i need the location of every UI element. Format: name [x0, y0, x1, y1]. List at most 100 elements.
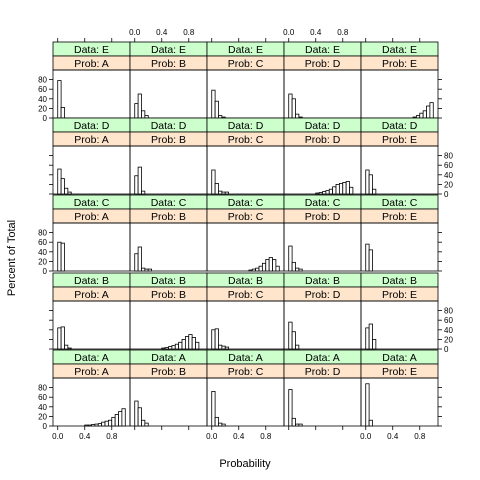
panel: Data: C Prob: C	[206, 194, 285, 272]
panel: Data: E Prob: D	[283, 41, 362, 119]
histogram-bar	[214, 183, 219, 195]
histogram-bar	[221, 345, 226, 350]
histogram-bar	[111, 416, 116, 427]
histogram-bar	[141, 419, 146, 427]
histogram-bar	[144, 268, 149, 272]
histogram-bar	[184, 336, 190, 350]
y-tick-label: 60	[38, 85, 47, 94]
histogram-bar	[134, 175, 139, 195]
x-tick-label: 0.0	[360, 432, 372, 441]
data-strip-label: Data: D	[382, 120, 418, 132]
histogram-bar	[221, 423, 226, 427]
histogram-bar	[118, 411, 123, 427]
prob-strip-label: Prob: C	[228, 58, 264, 70]
histogram-bar	[325, 190, 330, 195]
histogram-bar	[67, 347, 72, 350]
x-tick-label: 0.4	[79, 432, 91, 441]
panel: Data: D Prob: B	[129, 117, 208, 195]
histogram-bar	[191, 337, 196, 350]
histogram-bar	[171, 345, 176, 350]
y-tick-label: 20	[38, 104, 47, 113]
histogram-bar	[211, 329, 216, 350]
histogram-bar	[275, 265, 280, 272]
histogram-bar	[178, 341, 183, 350]
data-strip-label: Data: E	[74, 44, 109, 56]
histogram-bar	[141, 190, 146, 195]
histogram-bar	[295, 113, 300, 119]
data-strip-label: Data: A	[305, 352, 339, 364]
y-tick-label: 20	[38, 257, 47, 266]
histogram-bar	[60, 242, 65, 272]
histogram-bar	[137, 93, 142, 119]
histogram-bar	[429, 102, 434, 119]
prob-strip-label: Prob: A	[74, 134, 108, 146]
y-tick-label: 80	[38, 384, 47, 393]
histogram-bar	[94, 423, 99, 427]
prob-strip-label: Prob: E	[382, 211, 417, 223]
prob-strip-label: Prob: B	[151, 211, 186, 223]
panel: Data: D Prob: D	[283, 117, 362, 195]
histogram-bar	[291, 417, 296, 427]
histogram-bar	[288, 93, 293, 119]
prob-strip-label: Prob: B	[151, 134, 186, 146]
x-tick-label: 0.0	[52, 432, 64, 441]
histogram-bar	[291, 261, 296, 272]
histogram-bar	[342, 182, 347, 195]
y-tick-label: 60	[444, 161, 453, 170]
histogram-bar	[221, 191, 226, 195]
histogram-bar	[211, 169, 216, 195]
histogram-bar	[141, 110, 146, 119]
prob-strip-label: Prob: E	[382, 366, 417, 378]
histogram-bar	[224, 191, 230, 195]
histogram-bar	[84, 424, 89, 427]
histogram-bar	[258, 265, 263, 272]
histogram-bar	[368, 323, 373, 350]
histogram-bar	[328, 188, 334, 195]
y-tick-label: 60	[444, 316, 453, 325]
y-tick-label: 20	[38, 412, 47, 421]
x-tick-label: 0.4	[233, 432, 245, 441]
x-tick-label: 0.4	[387, 432, 399, 441]
x-tick-label: 0.4	[156, 28, 168, 37]
data-strip-label: Data: D	[74, 120, 110, 132]
histogram-bar	[134, 103, 139, 119]
histogram-bar	[268, 257, 273, 272]
x-tick-label: 0.0	[283, 28, 295, 37]
histogram-bar	[218, 344, 223, 350]
histogram-bar	[91, 424, 96, 427]
y-tick-label: 0	[43, 267, 48, 276]
x-tick-label: 0.8	[337, 28, 349, 37]
histogram-bar	[137, 407, 142, 427]
panel: Data: A Prob: B	[129, 349, 208, 427]
histogram-bar	[137, 246, 142, 272]
panel: Data: D Prob: C	[206, 117, 285, 195]
histogram-bar	[295, 267, 300, 272]
panel: Data: C Prob: B	[129, 194, 208, 272]
y-tick-label: 0	[444, 190, 449, 199]
histogram-bar	[60, 178, 65, 195]
x-tick-label: 0.8	[106, 432, 118, 441]
x-tick-label: 0.8	[414, 432, 426, 441]
y-tick-label: 0	[43, 422, 48, 431]
y-tick-label: 80	[38, 229, 47, 238]
histogram-bar	[295, 344, 300, 350]
histogram-bar	[426, 105, 431, 119]
histogram-bar	[365, 243, 370, 272]
histogram-bar	[64, 344, 69, 350]
histogram-bar	[349, 186, 354, 195]
histogram-bar	[57, 241, 62, 272]
prob-strip-label: Prob: B	[151, 366, 186, 378]
y-tick-label: 60	[38, 238, 47, 247]
y-tick-label: 20	[444, 180, 453, 189]
data-strip-label: Data: B	[74, 275, 109, 287]
y-tick-label: 20	[444, 335, 453, 344]
data-strip-label: Data: C	[305, 197, 341, 209]
panel: Data: D Prob: E	[360, 117, 439, 195]
histogram-bar	[298, 423, 303, 427]
histogram-bar	[161, 347, 166, 350]
histogram-bar	[211, 89, 216, 119]
data-strip-label: Data: D	[305, 120, 341, 132]
histogram-bar	[188, 334, 193, 350]
histogram-bar	[322, 191, 327, 195]
